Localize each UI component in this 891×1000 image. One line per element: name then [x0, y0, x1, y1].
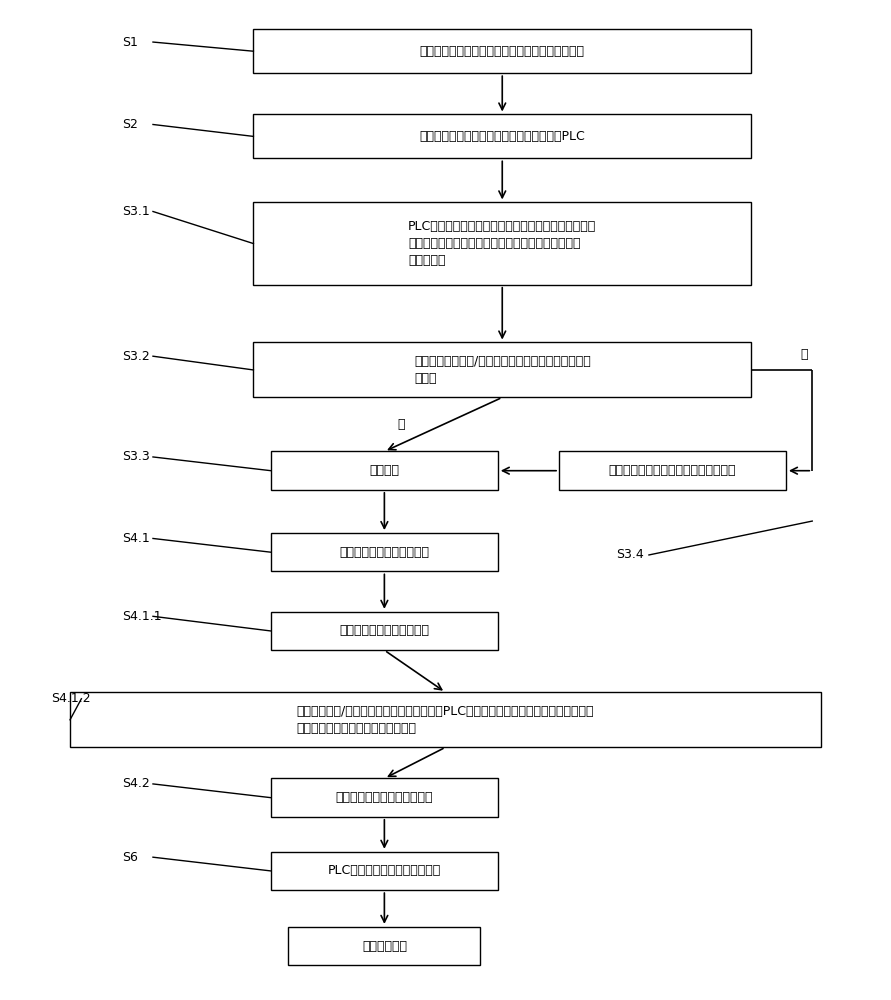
Bar [289, 927, 480, 965]
Text: 换电需求输入，车辆驶入换电平台，换电流程开始: 换电需求输入，车辆驶入换电平台，换电流程开始 [420, 45, 584, 58]
Text: 测距传感器和/或摄像头再次检测车身状态，PLC控制车辆举升伺服，伺服分别对左前、
右前、左后、右后车轮高度进行调整: 测距传感器和/或摄像头再次检测车身状态，PLC控制车辆举升伺服，伺服分别对左前、… [297, 705, 594, 735]
Text: S6: S6 [122, 851, 138, 864]
Text: 通过测距传感器和/或摄像头检测车身状态是否在允许
范围内: 通过测距传感器和/或摄像头检测车身状态是否在允许 范围内 [414, 355, 591, 385]
Text: S3.3: S3.3 [122, 450, 151, 463]
Text: 取出第二电池包安装在车辆上: 取出第二电池包安装在车辆上 [336, 791, 433, 804]
Text: 将车辆上的第一电池包拆下: 将车辆上的第一电池包拆下 [339, 546, 429, 559]
Text: S2: S2 [122, 118, 138, 131]
Text: S3.1: S3.1 [122, 205, 151, 218]
Text: 是: 是 [397, 418, 405, 431]
Text: S4.1: S4.1 [122, 532, 151, 545]
Bar [253, 202, 751, 285]
Text: PLC控制车辆举升伺服，车辆举升伺服根据车辆预设值
分别控制左前、右前、左后、右后车轮抬升，对车辆
进行初调平: PLC控制车辆举升伺服，车辆举升伺服根据车辆预设值 分别控制左前、右前、左后、右… [408, 220, 596, 267]
Text: 换电流程结束: 换电流程结束 [362, 940, 407, 953]
Text: PLC控制车轮定位伺服松开车轮: PLC控制车轮定位伺服松开车轮 [328, 864, 441, 877]
Bar [271, 612, 498, 650]
Bar [271, 451, 498, 490]
Text: 重新进行车轮调整，直至在允许范围内: 重新进行车轮调整，直至在允许范围内 [609, 464, 736, 477]
Text: S3.4: S3.4 [616, 548, 643, 561]
Bar [70, 692, 821, 747]
Text: S4.1.1: S4.1.1 [122, 610, 162, 623]
Bar [271, 533, 498, 571]
Bar [559, 451, 786, 490]
Bar [271, 778, 498, 817]
Text: 四轮定位: 四轮定位 [370, 464, 399, 477]
Text: S4.2: S4.2 [122, 777, 151, 790]
Text: S1: S1 [122, 36, 138, 49]
Text: 站控系统收到换电车辆信息，将信号发送给PLC: 站控系统收到换电车辆信息，将信号发送给PLC [420, 130, 585, 143]
Bar [253, 29, 751, 73]
Bar [253, 342, 751, 397]
Text: 否: 否 [800, 348, 808, 361]
Bar [253, 114, 751, 158]
Bar [271, 852, 498, 890]
Text: 将第一电池包收入站内充电: 将第一电池包收入站内充电 [339, 624, 429, 637]
Text: S3.2: S3.2 [122, 350, 151, 363]
Text: S4.1.2: S4.1.2 [51, 692, 91, 705]
